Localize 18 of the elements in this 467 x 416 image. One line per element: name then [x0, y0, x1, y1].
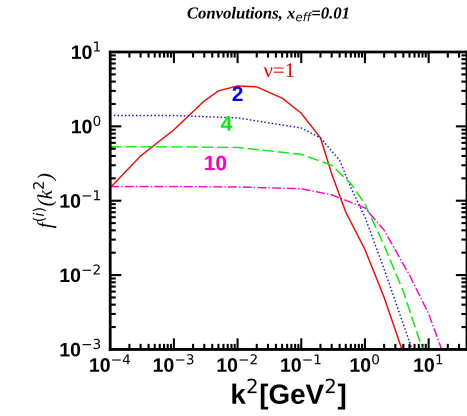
x-tick-label: 10$^{−4}$ — [90, 354, 130, 372]
series-label: 4 — [221, 116, 232, 131]
y-tick-label: 10$^{−3}$ — [60, 338, 100, 357]
series-label: 10 — [205, 156, 226, 170]
y-axis-title: f$^{(i)}$(k$^{2}$) — [32, 174, 56, 228]
x-tick-label: 10$^{0}$ — [350, 354, 379, 372]
series-label: 2 — [232, 86, 243, 102]
x-tick-label: 10$^{−3}$ — [154, 354, 194, 372]
y-tick-label: 10$^{−2}$ — [60, 264, 100, 282]
x-tick-label: 10$^{−2}$ — [218, 354, 257, 372]
x-tick-label: 10$^{−1}$ — [281, 354, 321, 372]
y-tick-label: 10$^{−1}$ — [60, 190, 100, 208]
x-axis-title: k$^{2}$[GeV$^{2}$] — [232, 378, 346, 410]
series-label: ν=1 — [264, 63, 294, 78]
y-tick-label: 10$^{0}$ — [72, 116, 100, 134]
x-tick-label: 10$^{1}$ — [414, 354, 442, 372]
chart-title: Convolutions, x$_{eff}$=0.01 — [188, 6, 348, 22]
y-tick-label: 10$^{1}$ — [72, 42, 100, 60]
